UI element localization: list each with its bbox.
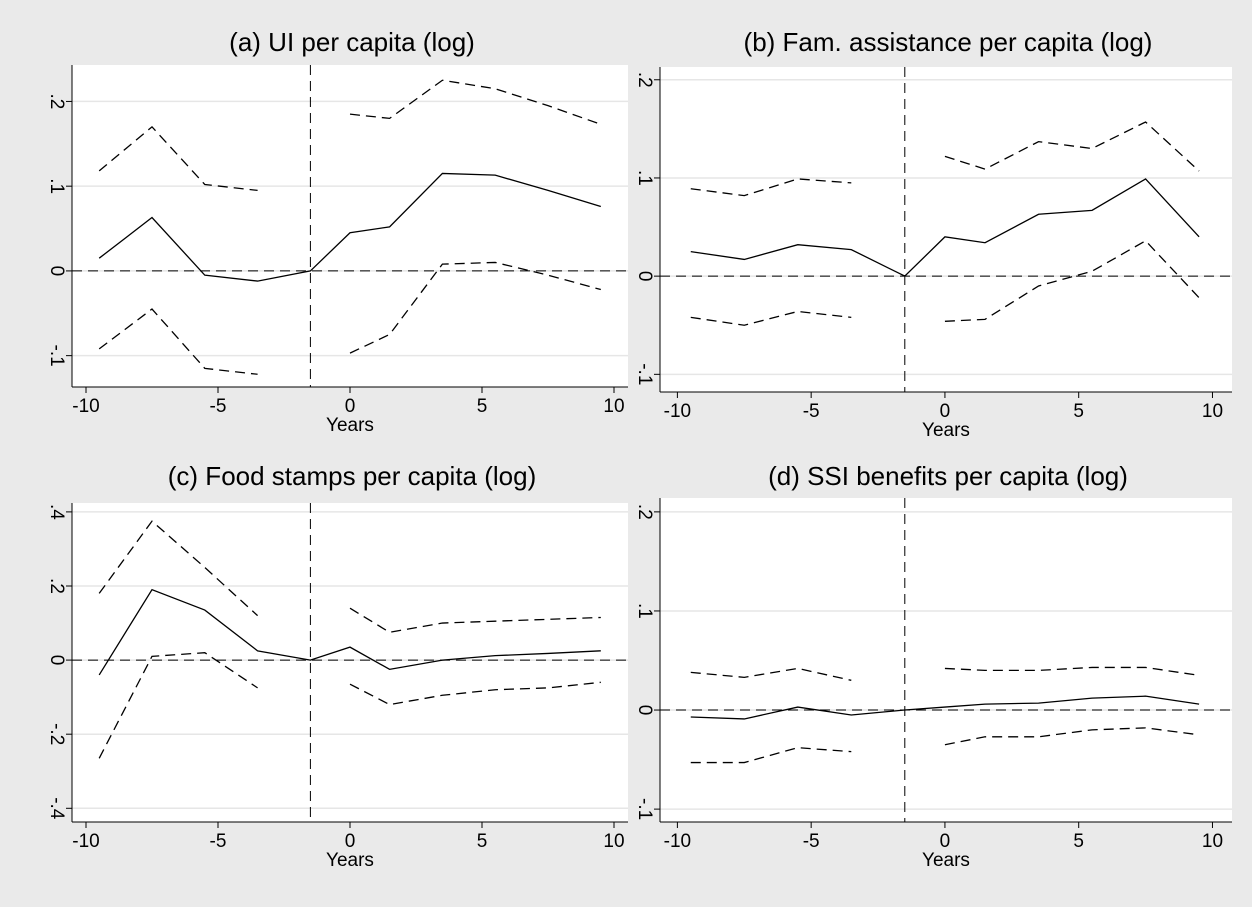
series-line <box>349 607 601 633</box>
x-tick-label: 10 <box>1202 831 1223 852</box>
x-tick-label: -5 <box>210 831 227 852</box>
series-line <box>690 747 852 764</box>
plot-area <box>660 498 1232 822</box>
y-tick-label: .1 <box>634 603 655 619</box>
series-line <box>690 178 1200 277</box>
series-line <box>98 520 259 617</box>
y-tick-label: .4 <box>46 504 67 520</box>
y-tick-label: 0 <box>634 271 655 282</box>
y-tick-label: -.4 <box>46 797 67 820</box>
series-line <box>98 172 601 282</box>
x-tick-label: -10 <box>664 401 691 422</box>
plot-area <box>660 67 1232 392</box>
x-axis-label: Years <box>922 420 970 441</box>
y-tick-label: .2 <box>46 94 67 110</box>
series-line <box>349 79 602 125</box>
series-line <box>690 667 852 681</box>
series-line <box>98 588 601 676</box>
x-tick-label: -5 <box>803 401 820 422</box>
x-axis-label: Years <box>922 850 970 871</box>
plot-area <box>72 503 628 822</box>
x-tick-label: 0 <box>940 401 951 422</box>
x-tick-label: 5 <box>1073 401 1084 422</box>
y-tick-label: -.1 <box>634 363 655 385</box>
x-tick-label: 5 <box>477 396 488 417</box>
y-tick-label: -.1 <box>634 798 655 820</box>
x-axis-label: Years <box>326 850 374 871</box>
x-tick-label: -10 <box>664 831 691 852</box>
series-line <box>944 239 1200 322</box>
series-line <box>944 727 1200 746</box>
series-line <box>349 681 601 706</box>
x-tick-label: 10 <box>603 831 624 852</box>
series-line <box>98 652 258 759</box>
plot-area <box>72 65 628 387</box>
chart-title: (c) Food stamps per capita (log) <box>168 461 536 491</box>
series-line <box>349 261 601 354</box>
x-tick-label: 0 <box>940 831 951 852</box>
x-tick-label: -10 <box>72 396 99 417</box>
chart-title: (b) Fam. assistance per capita (log) <box>744 27 1153 57</box>
x-tick-label: 10 <box>603 396 624 417</box>
x-tick-label: 0 <box>345 396 356 417</box>
y-tick-label: .2 <box>46 578 67 594</box>
series-line <box>690 310 852 326</box>
y-tick-label: .1 <box>46 178 67 194</box>
y-tick-label: 0 <box>46 266 67 277</box>
x-tick-label: 10 <box>1202 401 1223 422</box>
x-tick-label: -5 <box>803 831 820 852</box>
series-line <box>98 308 258 375</box>
y-tick-label: .2 <box>634 504 655 520</box>
chart-title: (d) SSI benefits per capita (log) <box>768 461 1128 491</box>
x-tick-label: -10 <box>72 831 99 852</box>
y-tick-label: -.2 <box>46 723 67 745</box>
x-axis-label: Years <box>326 415 374 436</box>
x-tick-label: -5 <box>210 396 227 417</box>
y-tick-label: .1 <box>634 170 655 186</box>
x-tick-label: 5 <box>1073 831 1084 852</box>
y-tick-label: .2 <box>634 72 655 88</box>
y-tick-label: -.1 <box>46 345 67 367</box>
x-tick-label: 5 <box>477 831 488 852</box>
series-line <box>690 695 1200 720</box>
series-line <box>944 121 1200 172</box>
series-line <box>98 125 258 192</box>
series-line <box>944 666 1200 677</box>
chart-title: (a) UI per capita (log) <box>229 27 475 57</box>
y-tick-label: 0 <box>634 705 655 716</box>
series-line <box>690 178 852 197</box>
x-tick-label: 0 <box>345 831 356 852</box>
y-tick-label: 0 <box>46 655 67 666</box>
